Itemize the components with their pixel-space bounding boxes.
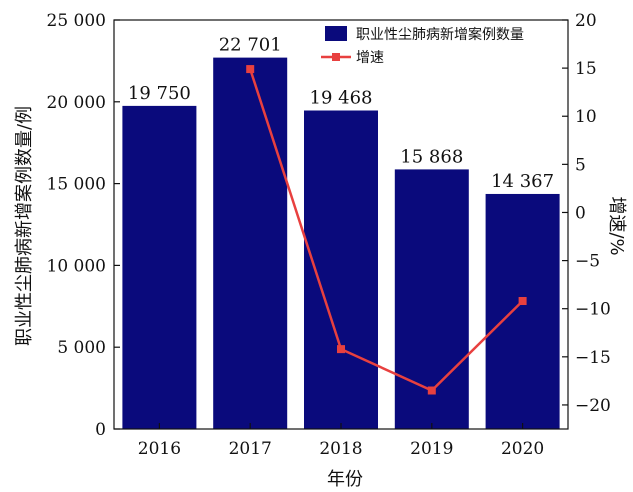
bar-label-2016: 19 750 bbox=[128, 83, 191, 104]
x-axis-label: 年份 bbox=[327, 469, 363, 490]
right-tick-label: 0 bbox=[575, 203, 586, 223]
right-tick-label: −15 bbox=[575, 348, 611, 368]
left-tick-label: 5 000 bbox=[57, 338, 106, 358]
left-tick-label: 20 000 bbox=[47, 93, 106, 113]
growth-point-2020 bbox=[518, 297, 527, 306]
right-y-axis-label: 增速/% bbox=[606, 196, 627, 255]
legend-bar-swatch bbox=[325, 26, 347, 41]
left-tick-label: 15 000 bbox=[47, 175, 106, 195]
left-tick-label: 10 000 bbox=[47, 256, 106, 276]
legend-line-marker bbox=[332, 53, 340, 61]
left-y-axis-label: 职业性尘肺病新增案例数量/例 bbox=[14, 106, 35, 346]
right-tick-label: 10 bbox=[575, 107, 597, 127]
bar-2019 bbox=[394, 169, 469, 429]
x-ticks: 2016 2017 2018 2019 2020 bbox=[138, 423, 544, 459]
x-tick-label-2020: 2020 bbox=[501, 439, 544, 459]
bar-2017 bbox=[213, 57, 288, 430]
left-tick-label: 0 bbox=[95, 420, 106, 440]
legend-bar-label: 职业性尘肺病新增案例数量 bbox=[356, 26, 524, 43]
x-tick-label-2019: 2019 bbox=[410, 439, 453, 459]
growth-line-series bbox=[246, 65, 527, 395]
right-tick-label: −10 bbox=[575, 300, 611, 320]
bar-data-labels: 19 750 22 701 19 468 15 868 14 367 bbox=[128, 35, 554, 192]
growth-point-2019 bbox=[427, 386, 436, 395]
growth-point-2017 bbox=[246, 65, 255, 74]
bar-label-2020: 14 367 bbox=[491, 171, 554, 192]
bar-2020 bbox=[485, 193, 560, 429]
bar-label-2019: 15 868 bbox=[400, 146, 463, 167]
left-y-ticks: 0 5 000 10 000 15 000 20 000 25 000 bbox=[47, 11, 120, 440]
x-tick-label-2017: 2017 bbox=[229, 439, 272, 459]
right-tick-label: 5 bbox=[575, 155, 586, 175]
x-tick-label-2018: 2018 bbox=[319, 439, 362, 459]
right-tick-label: −5 bbox=[575, 252, 600, 272]
bar-label-2018: 19 468 bbox=[310, 88, 373, 109]
bar-label-2017: 22 701 bbox=[219, 35, 282, 56]
legend: 职业性尘肺病新增案例数量 增速 bbox=[321, 26, 524, 66]
right-tick-label: −20 bbox=[575, 396, 611, 416]
x-tick-label-2016: 2016 bbox=[138, 439, 181, 459]
right-tick-label: 20 bbox=[575, 11, 597, 31]
bar-series bbox=[122, 57, 560, 430]
left-tick-label: 25 000 bbox=[47, 11, 106, 31]
right-y-ticks: −20 −15 −10 −5 0 5 10 15 20 bbox=[562, 11, 611, 416]
bar-2016 bbox=[122, 105, 197, 429]
legend-line-label: 增速 bbox=[356, 50, 384, 66]
growth-line bbox=[249, 68, 524, 393]
growth-point-2018 bbox=[337, 345, 345, 354]
right-tick-label: 15 bbox=[575, 59, 597, 79]
